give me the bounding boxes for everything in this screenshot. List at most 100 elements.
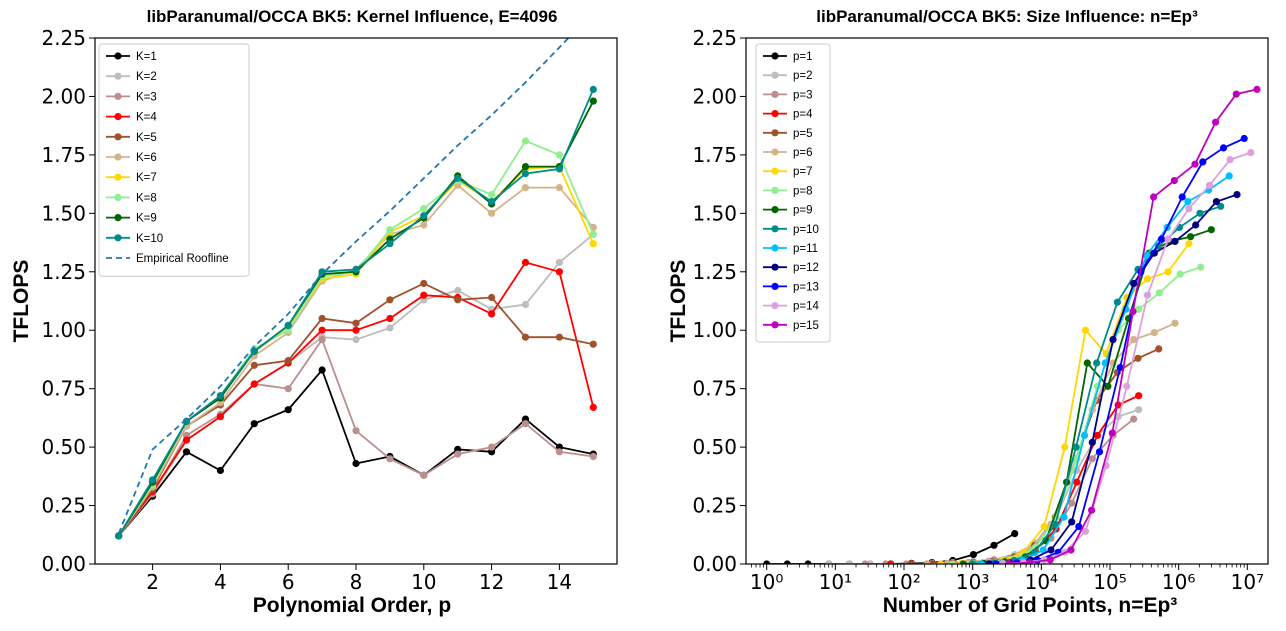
data-point [1184,198,1192,206]
data-point [937,560,945,564]
data-point [250,380,258,388]
data-point [1068,499,1076,507]
data-point [352,326,360,334]
data-point [1093,431,1101,439]
legend-marker [771,263,779,271]
legend-entry: K=10 [106,233,163,245]
data-point [521,184,530,192]
legend-label: K=5 [136,132,157,144]
legend-label: p=7 [793,166,813,178]
legend-label: K=9 [136,213,157,225]
y-tick-label: 0.75 [692,377,737,401]
data-point [318,326,326,334]
legend-marker [114,133,122,141]
data-point [763,560,771,564]
data-point [1143,275,1152,283]
data-point [1178,193,1186,201]
data-point [589,85,597,93]
data-point [1073,478,1081,486]
series-p=11 [977,172,1233,564]
data-point [1253,85,1261,93]
legend-marker [114,72,122,80]
data-point [521,333,530,341]
data-point [1123,382,1131,390]
data-point [1088,506,1096,514]
series-line [1002,151,1252,564]
legend-entry: K=3 [106,91,157,103]
series-K=10 [115,85,597,540]
legend-label: p=4 [793,109,813,121]
legend-marker [771,148,779,156]
data-point [1171,319,1179,327]
y-tick-label: 0.25 [41,494,86,518]
data-point [1143,291,1152,299]
data-point [923,560,931,564]
y-tick-label: 0.50 [692,435,737,459]
y-tick-label: 1.75 [692,143,737,167]
data-point [1047,546,1055,554]
data-point [589,452,597,461]
legend-entry: p=9 [763,205,813,217]
series-line [117,233,594,537]
data-point [949,560,957,564]
data-point [1130,415,1138,423]
legend-label: p=11 [793,243,818,255]
data-point [1164,268,1172,276]
data-point [1212,118,1220,126]
legend-marker [114,113,122,121]
legend-marker [771,90,779,98]
data-point [969,551,978,559]
legend-label: p=8 [793,185,813,197]
data-point [804,560,812,564]
data-point [420,221,428,229]
data-point [454,286,462,295]
data-point [555,184,564,192]
data-point [1199,158,1207,166]
data-point [1083,359,1091,367]
series-p=4 [887,392,1143,564]
legend-label: p=3 [793,89,813,101]
y-tick-label: 0.00 [692,552,737,576]
data-point [216,466,224,475]
data-point [488,198,496,206]
data-point [1109,336,1117,344]
data-point [1155,289,1163,297]
data-point [1191,160,1199,168]
legend-marker [771,225,779,233]
legend-label: K=1 [136,51,157,63]
data-point [990,541,998,549]
series-line [828,408,1139,564]
data-point [783,560,791,564]
data-point [589,403,597,411]
data-point [1135,392,1143,400]
legend-marker [771,321,779,329]
y-tick-label: 1.00 [41,318,86,342]
data-point [1240,134,1248,143]
data-point [1088,438,1096,446]
data-point [1088,455,1096,463]
data-point [1075,523,1083,531]
data-point [1093,359,1101,367]
data-point [992,560,1000,564]
data-point [1150,329,1158,337]
series-p=13 [992,134,1248,564]
data-point [149,476,157,484]
data-point [555,333,564,341]
legend-entry: K=1 [106,51,157,63]
legend-label: p=5 [793,128,813,140]
legend-label: K=10 [136,233,163,245]
y-tick-label: 2.25 [692,26,737,50]
data-point [1129,307,1137,316]
legend-label: p=14 [793,301,820,313]
x-tick-label: 4 [214,570,227,594]
series-p=15 [1005,85,1261,564]
data-point [420,212,428,220]
data-point [216,413,224,421]
x-tick-label: 10⁵ [1093,570,1126,594]
chart-title: libParanumal/OCCA BK5: Size Influence: n… [816,7,1198,26]
x-tick-label: 10¹ [819,570,852,594]
data-point [1185,205,1193,213]
data-point [250,420,258,428]
data-point [521,170,530,178]
data-point [318,366,326,374]
